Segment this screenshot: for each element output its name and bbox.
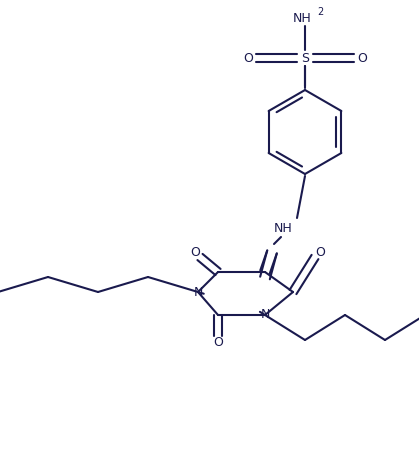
Text: NH: NH [274, 221, 292, 234]
Text: O: O [190, 246, 200, 258]
Text: N: N [193, 285, 203, 298]
Text: O: O [243, 51, 253, 64]
Text: N: N [260, 309, 270, 321]
Text: O: O [357, 51, 367, 64]
Text: O: O [315, 246, 325, 258]
Text: S: S [301, 51, 309, 64]
Text: 2: 2 [317, 7, 323, 17]
Text: NH: NH [292, 12, 311, 24]
Text: O: O [213, 336, 223, 348]
